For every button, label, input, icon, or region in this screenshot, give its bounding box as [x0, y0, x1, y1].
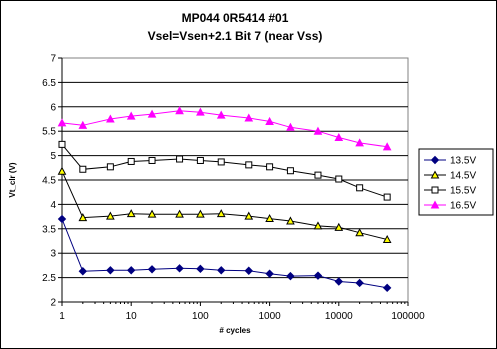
legend: 13.5V 14.5V 15.5V 16.5V: [424, 156, 476, 212]
x-tick-label: 100: [192, 311, 209, 322]
x-tick-label: 10000: [325, 311, 353, 322]
data-point-16.5V: [106, 114, 115, 123]
data-point-15.5V: [79, 165, 87, 173]
y-axis-label: Vt_clr (V): [8, 162, 17, 197]
data-point-14.5V: [196, 209, 205, 218]
legend-marker-14.5V: [430, 170, 440, 179]
data-point-14.5V: [126, 209, 136, 218]
data-point-16.5V: [147, 109, 157, 118]
data-point-15.5V: [245, 161, 253, 169]
data-point-13.5V: [57, 214, 67, 224]
data-point-15.5V: [148, 156, 156, 164]
data-point-13.5V: [334, 277, 344, 286]
y-tick-label: 3.5: [42, 224, 56, 235]
data-point-13.5V: [126, 266, 136, 275]
y-tick-label: 2.5: [42, 273, 56, 284]
data-point-16.5V: [382, 142, 392, 151]
data-point-14.5V: [244, 211, 254, 220]
data-point-15.5V: [106, 163, 114, 171]
data-point-16.5V: [216, 110, 226, 119]
x-axis-ticks: 1 10 100 1000 10000 100000: [59, 301, 425, 322]
legend-marker-13.5V: [430, 155, 440, 165]
y-tick-label: 4.5: [42, 176, 56, 187]
data-point-15.5V: [314, 171, 322, 179]
legend-label-13.5V: 13.5V: [450, 156, 476, 167]
x-tick-label: 100000: [391, 311, 425, 322]
y-tick-label: 4: [50, 200, 56, 211]
y-tick-label: 7: [50, 54, 56, 65]
data-point-16.5V: [313, 126, 323, 135]
legend-marker-15.5V: [431, 186, 439, 194]
data-point-15.5V: [58, 140, 66, 148]
data-point-14.5V: [286, 216, 295, 225]
data-point-16.5V: [286, 122, 295, 131]
legend-label-15.5V: 15.5V: [450, 186, 476, 197]
data-point-16.5V: [126, 111, 136, 120]
data-point-15.5V: [335, 175, 343, 183]
data-point-16.5V: [265, 116, 274, 125]
y-tick-label: 5: [50, 151, 56, 162]
data-point-14.5V: [355, 228, 364, 237]
data-point-15.5V: [196, 156, 204, 164]
data-point-15.5V: [217, 158, 225, 166]
data-point-13.5V: [196, 264, 205, 274]
data-point-16.5V: [175, 106, 184, 115]
data-point-13.5V: [106, 266, 115, 275]
data-point-14.5V: [175, 209, 184, 218]
data-point-13.5V: [147, 265, 157, 274]
data-point-13.5V: [286, 271, 295, 281]
data-point-16.5V: [334, 132, 344, 142]
chart-subtitle: Vsel=Vsen+2.1 Bit 7 (near Vss): [148, 29, 323, 43]
data-point-16.5V: [244, 113, 254, 122]
data-point-14.5V: [78, 213, 88, 222]
y-tick-label: 6.5: [42, 78, 56, 89]
data-point-13.5V: [313, 271, 323, 280]
y-tick-label: 2: [50, 298, 56, 309]
data-point-16.5V: [355, 138, 364, 147]
data-point-15.5V: [286, 167, 294, 175]
data-point-13.5V: [217, 266, 226, 275]
data-point-13.5V: [265, 269, 274, 278]
data-point-14.5V: [147, 209, 157, 218]
data-point-14.5V: [216, 209, 226, 218]
y-tick-label: 3: [50, 249, 56, 260]
data-point-14.5V: [382, 234, 392, 244]
data-point-13.5V: [382, 283, 392, 293]
data-point-14.5V: [334, 222, 344, 231]
x-axis-label: # cycles: [219, 326, 251, 335]
legend-label-14.5V: 14.5V: [450, 171, 476, 182]
data-point-15.5V: [176, 155, 184, 163]
data-point-14.5V: [57, 166, 67, 175]
legend-marker-16.5V: [430, 200, 440, 209]
data-point-14.5V: [106, 211, 115, 220]
data-point-15.5V: [383, 193, 391, 201]
data-point-14.5V: [313, 221, 323, 230]
legend-label-16.5V: 16.5V: [450, 201, 476, 212]
data-point-15.5V: [127, 157, 135, 165]
data-point-13.5V: [175, 264, 184, 273]
y-axis-ticks: 2 2.5 3 3.5 4 4.5 5 5.5 6 6.5 7: [42, 54, 63, 309]
data-point-16.5V: [57, 118, 67, 127]
y-tick-label: 6: [50, 102, 56, 113]
series-markers: [57, 106, 392, 293]
data-point-16.5V: [78, 120, 88, 129]
data-point-13.5V: [244, 266, 253, 275]
data-point-13.5V: [78, 267, 88, 276]
data-point-16.5V: [196, 107, 205, 116]
y-tick-label: 5.5: [42, 127, 56, 138]
x-tick-label: 10: [126, 311, 138, 322]
x-tick-label: 1: [59, 311, 65, 322]
data-point-15.5V: [266, 163, 274, 171]
data-point-15.5V: [356, 184, 364, 192]
data-point-14.5V: [265, 213, 274, 223]
x-tick-label: 1000: [258, 311, 281, 322]
gridlines: [62, 81, 408, 279]
data-point-13.5V: [355, 278, 364, 288]
chart-title: MP044 0R5414 #01: [182, 11, 289, 25]
